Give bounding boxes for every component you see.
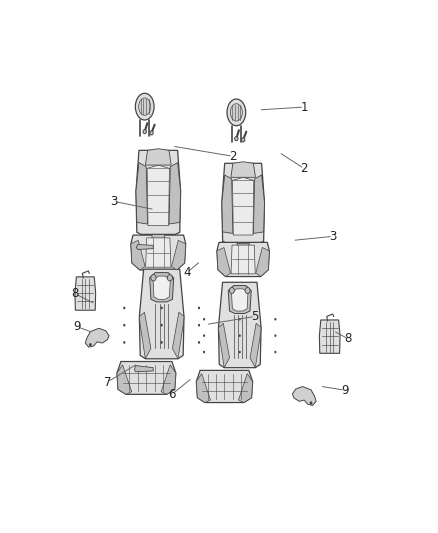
- Polygon shape: [131, 235, 186, 270]
- Polygon shape: [145, 149, 171, 165]
- Text: 1: 1: [300, 101, 308, 114]
- Polygon shape: [233, 177, 254, 235]
- Circle shape: [235, 136, 238, 141]
- Polygon shape: [228, 286, 251, 313]
- Polygon shape: [254, 175, 265, 233]
- Text: 9: 9: [341, 384, 349, 397]
- Text: 2: 2: [300, 162, 308, 175]
- Text: 4: 4: [184, 266, 191, 279]
- Polygon shape: [217, 247, 230, 277]
- Polygon shape: [145, 238, 171, 267]
- Polygon shape: [75, 277, 95, 310]
- Circle shape: [274, 351, 276, 353]
- Circle shape: [239, 351, 241, 353]
- Circle shape: [239, 318, 241, 320]
- Circle shape: [150, 131, 153, 135]
- Polygon shape: [171, 240, 186, 270]
- Polygon shape: [250, 324, 261, 368]
- Polygon shape: [134, 366, 153, 372]
- Text: 3: 3: [110, 195, 118, 208]
- Polygon shape: [153, 276, 170, 300]
- Polygon shape: [161, 365, 176, 394]
- Ellipse shape: [227, 99, 246, 126]
- Polygon shape: [147, 165, 170, 225]
- Text: 8: 8: [71, 287, 79, 300]
- Circle shape: [203, 334, 205, 337]
- Text: 7: 7: [104, 376, 111, 389]
- Polygon shape: [136, 163, 148, 224]
- Circle shape: [143, 130, 146, 134]
- Polygon shape: [222, 163, 265, 243]
- Circle shape: [274, 334, 276, 337]
- Polygon shape: [152, 235, 165, 243]
- Polygon shape: [117, 365, 132, 394]
- Text: 2: 2: [229, 150, 237, 163]
- Polygon shape: [136, 150, 180, 235]
- Text: 6: 6: [168, 388, 176, 401]
- Polygon shape: [256, 247, 269, 277]
- Ellipse shape: [135, 93, 154, 120]
- Circle shape: [203, 351, 205, 353]
- Circle shape: [198, 306, 200, 309]
- Polygon shape: [117, 361, 176, 394]
- Circle shape: [239, 334, 241, 337]
- Polygon shape: [150, 272, 174, 302]
- Polygon shape: [85, 328, 109, 347]
- Polygon shape: [222, 175, 233, 233]
- Polygon shape: [196, 370, 253, 402]
- Polygon shape: [219, 282, 261, 368]
- Circle shape: [241, 138, 245, 142]
- Polygon shape: [231, 161, 255, 177]
- Polygon shape: [232, 289, 248, 311]
- Circle shape: [123, 324, 125, 327]
- Polygon shape: [169, 163, 180, 224]
- Circle shape: [274, 318, 276, 320]
- Circle shape: [310, 401, 312, 405]
- Polygon shape: [239, 374, 253, 402]
- Circle shape: [245, 287, 250, 294]
- Text: 3: 3: [329, 230, 337, 243]
- Polygon shape: [319, 320, 340, 353]
- Circle shape: [123, 306, 125, 309]
- Circle shape: [151, 274, 156, 281]
- Polygon shape: [237, 243, 249, 252]
- Circle shape: [161, 306, 163, 309]
- Circle shape: [230, 287, 234, 294]
- Circle shape: [161, 341, 163, 344]
- Circle shape: [198, 341, 200, 344]
- Text: 9: 9: [73, 320, 81, 333]
- Polygon shape: [173, 312, 184, 359]
- Polygon shape: [131, 240, 145, 270]
- Polygon shape: [139, 269, 184, 359]
- Polygon shape: [219, 324, 230, 368]
- Polygon shape: [231, 245, 255, 274]
- Polygon shape: [293, 386, 316, 406]
- Circle shape: [198, 324, 200, 327]
- Polygon shape: [139, 312, 151, 359]
- Text: 5: 5: [251, 310, 259, 323]
- Ellipse shape: [230, 104, 242, 121]
- Polygon shape: [217, 243, 269, 277]
- Ellipse shape: [139, 98, 151, 115]
- Circle shape: [161, 324, 163, 327]
- Polygon shape: [136, 245, 153, 249]
- Circle shape: [203, 318, 205, 320]
- Polygon shape: [196, 374, 210, 402]
- Circle shape: [167, 274, 173, 281]
- Circle shape: [123, 341, 125, 344]
- Circle shape: [89, 343, 92, 346]
- Text: 8: 8: [345, 333, 352, 345]
